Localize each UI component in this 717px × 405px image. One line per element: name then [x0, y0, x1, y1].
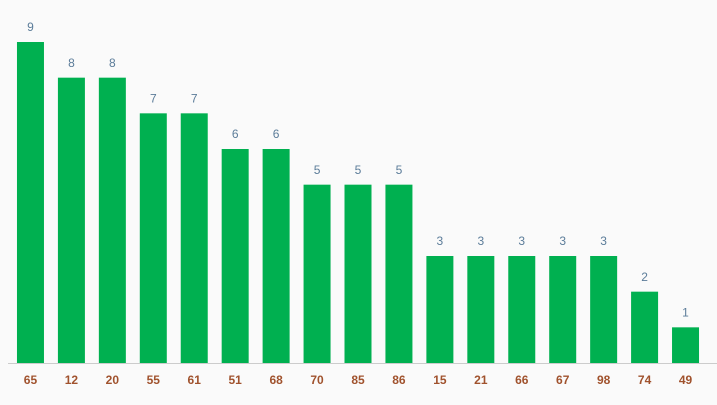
value-label: 1: [682, 306, 689, 320]
bar: [139, 113, 167, 363]
bar: [262, 149, 290, 363]
x-tick-label: 12: [65, 373, 79, 387]
bar: [549, 256, 577, 363]
bar: [57, 77, 85, 364]
bar: [631, 291, 659, 363]
x-tick-label: 61: [188, 373, 202, 387]
x-tick-label: 85: [351, 373, 365, 387]
value-label: 6: [273, 127, 280, 141]
bar: [672, 327, 700, 363]
value-label: 7: [191, 92, 198, 106]
value-label: 5: [314, 163, 321, 177]
value-label: 3: [437, 234, 444, 248]
x-tick-label: 21: [474, 373, 488, 387]
value-label: 5: [396, 163, 403, 177]
bar: [180, 113, 208, 363]
bar: [344, 184, 372, 363]
x-tick-label: 70: [310, 373, 324, 387]
value-label: 3: [600, 234, 607, 248]
x-tick-label: 49: [679, 373, 693, 387]
x-tick-label: 86: [392, 373, 406, 387]
x-tick-label: 15: [433, 373, 447, 387]
x-tick-label: 67: [556, 373, 570, 387]
bar: [467, 256, 495, 363]
bar: [508, 256, 536, 363]
x-tick-label: 98: [597, 373, 611, 387]
value-label: 3: [559, 234, 566, 248]
value-label: 6: [232, 127, 239, 141]
bar: [303, 184, 331, 363]
x-tick-label: 65: [24, 373, 38, 387]
x-tick-label: 68: [269, 373, 283, 387]
value-label: 8: [109, 56, 116, 70]
x-tick-label: 51: [228, 373, 242, 387]
bar: [426, 256, 454, 363]
value-label: 3: [477, 234, 484, 248]
bar: [98, 77, 126, 364]
value-label: 8: [68, 56, 75, 70]
value-label: 2: [641, 270, 648, 284]
value-label: 9: [27, 20, 34, 34]
x-tick-label: 20: [106, 373, 120, 387]
x-tick-label: 66: [515, 373, 529, 387]
value-label: 7: [150, 92, 157, 106]
bar: [221, 149, 249, 363]
value-label: 3: [518, 234, 525, 248]
x-tick-label: 55: [147, 373, 161, 387]
bar: [16, 42, 44, 363]
bar: [590, 256, 618, 363]
bar: [385, 184, 413, 363]
x-tick-label: 74: [638, 373, 652, 387]
value-label: 5: [355, 163, 362, 177]
